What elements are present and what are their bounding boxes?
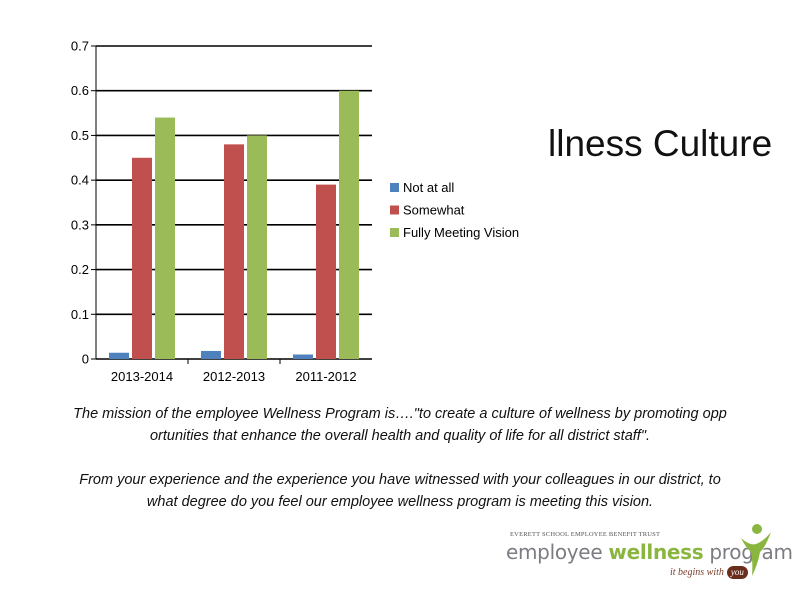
y-tick-label: 0.2 (71, 262, 89, 277)
legend-label: Somewhat (403, 203, 465, 218)
x-tick-label: 2012-2013 (203, 369, 265, 384)
mission-statement-line-2: ortunities that enhance the overall heal… (149, 428, 651, 444)
logo-word-employee: employee (506, 540, 609, 564)
bar-not-at-all-2011-2012 (293, 354, 313, 359)
logo-word-wellness: wellness (608, 540, 704, 564)
wellness-figure-icon (741, 524, 771, 576)
logo-wordmark: employee wellness program (506, 540, 793, 564)
bar-fully-meeting-vision-2013-2014 (155, 117, 175, 360)
bar-fully-meeting-vision-2012-2013 (247, 135, 267, 359)
bar-fully-meeting-vision-2011-2012 (339, 90, 359, 359)
bar-not-at-all-2012-2013 (201, 350, 221, 359)
y-tick-label: 0 (82, 352, 89, 367)
legend-swatch (390, 183, 399, 192)
legend-label: Not at all (403, 180, 454, 195)
logo-tagline-text: it begins with (670, 567, 724, 578)
bar-somewhat-2013-2014 (132, 157, 152, 359)
mission-statement: The mission of the employee Wellness Pro… (20, 403, 780, 447)
mission-text: The mission of the employee Wellness Pro… (20, 403, 780, 513)
mission-statement-line-1: The mission of the employee Wellness Pro… (73, 406, 727, 422)
legend-swatch (390, 205, 399, 215)
y-tick-label: 0.3 (71, 217, 89, 232)
bar-somewhat-2011-2012 (316, 184, 336, 359)
slide-title: llness Culture (548, 123, 773, 164)
logo-tagline: it begins with you (670, 566, 748, 579)
logo-trust-name: EVERETT SCHOOL EMPLOYEE BENEFIT TRUST (510, 531, 661, 538)
program-logo: EVERETT SCHOOL EMPLOYEE BENEFIT TRUST em… (500, 520, 793, 590)
bar-somewhat-2012-2013 (224, 144, 244, 359)
survey-question: From your experience and the experience … (20, 469, 780, 513)
survey-question-line-1: From your experience and the experience … (79, 472, 721, 488)
bar-not-at-all-2013-2014 (109, 352, 129, 359)
bar-chart: 0 0.1 0.2 0.3 0.4 0.5 0.6 0.7 2013-2014 2012-2013… (71, 39, 519, 385)
x-tick-label: 2011-2012 (295, 369, 356, 384)
legend-label: Fully Meeting Vision (403, 225, 519, 240)
y-tick-label: 0.4 (71, 173, 89, 188)
y-tick-label: 0.5 (71, 128, 89, 143)
logo-you-badge: you (726, 566, 748, 579)
y-tick-label: 0.7 (71, 39, 89, 54)
y-tick-label: 0.1 (71, 307, 89, 322)
survey-question-line-2: what degree do you feel our employee wel… (146, 494, 654, 510)
y-tick-label: 0.6 (71, 83, 89, 98)
x-tick-label: 2013-2014 (111, 369, 173, 384)
legend-swatch (390, 228, 399, 237)
